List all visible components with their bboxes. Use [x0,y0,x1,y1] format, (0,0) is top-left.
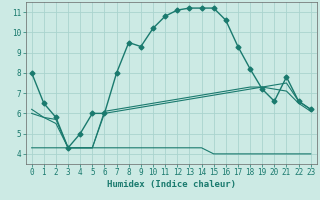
X-axis label: Humidex (Indice chaleur): Humidex (Indice chaleur) [107,180,236,189]
